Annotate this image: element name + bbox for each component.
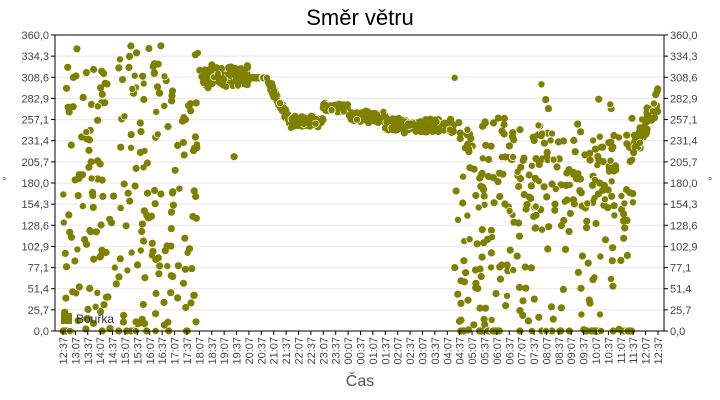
y-tick-label: 282,9 [21,93,49,105]
x-tick-label: 03:37 [430,337,442,365]
x-tick-label: 02:37 [405,337,417,365]
x-tick-label: 23:07 [318,337,330,365]
y-tick-label: 282,9 [670,93,698,105]
y-tick-label: 77,1 [28,263,49,275]
x-tick-label: 15:07 [120,337,132,365]
x-tick-label: 18:07 [194,337,206,365]
x-tick-label: 16:07 [145,337,157,365]
x-tick-label: 12:37 [653,337,665,365]
y-tick-label: 334,3 [21,51,49,63]
x-tick-label: 08:07 [541,337,553,365]
x-tick-label: 17:37 [182,337,194,365]
x-tick-label: 00:37 [356,337,368,365]
y-tick-label: 154,3 [670,199,698,211]
x-tick-label: 12:37 [58,337,70,365]
chart-title: Směr větru [306,5,414,30]
x-tick-label: 22:37 [306,337,318,365]
x-tick-label: 06:37 [504,337,516,365]
x-tick-label: 01:37 [380,337,392,365]
x-tick-label: 21:37 [281,337,293,365]
y-tick-label: 180,0 [670,178,698,190]
x-tick-label: 16:37 [157,337,169,365]
x-tick-label: 11:37 [628,337,640,364]
x-axis-label: Čas [345,373,375,390]
y-tick-label: 257,1 [670,115,698,127]
x-tick-label: 10:37 [603,337,615,365]
y-tick-label: 360,0 [21,30,49,42]
x-tick-label: 04:37 [455,337,467,365]
y-tick-label: 25,7 [670,305,691,317]
y-tick-label: 205,7 [670,157,698,169]
y-tick-label: 128,6 [21,220,49,232]
x-tick-label: 12:07 [641,337,653,365]
x-tick-label: 14:37 [108,337,120,365]
y-tick-label: 308,6 [21,72,49,84]
y-tick-label: 231,4 [670,136,698,148]
x-tick-label: 22:07 [294,337,306,365]
y-tick-label: 334,3 [670,51,698,63]
y-tick-label: 51,4 [670,284,691,296]
y-tick-label: 180,0 [21,178,49,190]
x-tick-label: 17:07 [170,337,182,365]
x-tick-label: 04:07 [442,337,454,365]
x-tick-label: 09:37 [579,337,591,365]
y-tick-label: 0,0 [34,326,49,338]
x-axis: 12:37 13:07 13:37 14:07 14:37 15:07 15:37 16:07… [58,331,665,365]
x-tick-label: 18:37 [207,337,219,365]
x-tick-label: 21:07 [269,337,281,365]
legend-swatch-icon [61,313,72,324]
x-tick-label: 11:07 [616,337,628,364]
y-tick-label: 102,9 [21,241,49,253]
y-axis-left: 0,0 25,7 51,4 77,1 102,9 128,6 154,3 180,0 205,7… [21,30,55,338]
x-tick-label: 14:07 [95,337,107,365]
x-tick-label: 15:37 [132,337,144,365]
x-tick-label: 20:37 [256,337,268,365]
y-tick-label: 205,7 [21,157,49,169]
x-tick-label: 19:07 [219,337,231,365]
x-tick-label: 08:37 [554,337,566,365]
y-tick-label: 154,3 [21,199,49,211]
x-tick-label: 03:07 [417,337,429,365]
x-tick-label: 00:07 [343,337,355,365]
x-tick-label: 13:07 [70,337,82,365]
x-tick-label: 01:07 [368,337,380,365]
y-tick-label: 0,0 [670,326,685,338]
x-tick-label: 05:07 [467,337,479,365]
y-tick-label: 128,6 [670,220,698,232]
x-tick-label: 07:37 [529,337,541,365]
y-axis-label-left: ° [2,176,7,188]
x-tick-label: 20:07 [244,337,256,365]
x-tick-label: 02:07 [393,337,405,365]
y-tick-label: 308,6 [670,72,698,84]
x-tick-label: 10:07 [591,337,603,365]
x-tick-label: 23:37 [331,337,343,365]
x-tick-label: 05:37 [479,337,491,365]
x-tick-label: 06:07 [492,337,504,365]
y-axis-label-right: ° [708,176,713,188]
y-tick-label: 231,4 [21,136,49,148]
legend: Bouřka [61,312,114,326]
x-tick-label: 09:07 [566,337,578,365]
y-tick-label: 360,0 [670,30,698,42]
y-tick-label: 51,4 [28,284,49,296]
y-tick-label: 257,1 [21,115,49,127]
x-tick-label: 19:37 [232,337,244,365]
y-tick-label: 25,7 [28,305,49,317]
x-tick-label: 07:07 [517,337,529,365]
x-tick-label: 13:37 [83,337,95,365]
y-axis-right: 0,0 25,7 51,4 77,1 102,9 128,6 154,3 180,0 205,7… [664,30,698,338]
y-tick-label: 77,1 [670,263,691,275]
y-tick-label: 102,9 [670,241,698,253]
scatter-points [59,42,662,335]
legend-label: Bouřka [76,312,114,326]
